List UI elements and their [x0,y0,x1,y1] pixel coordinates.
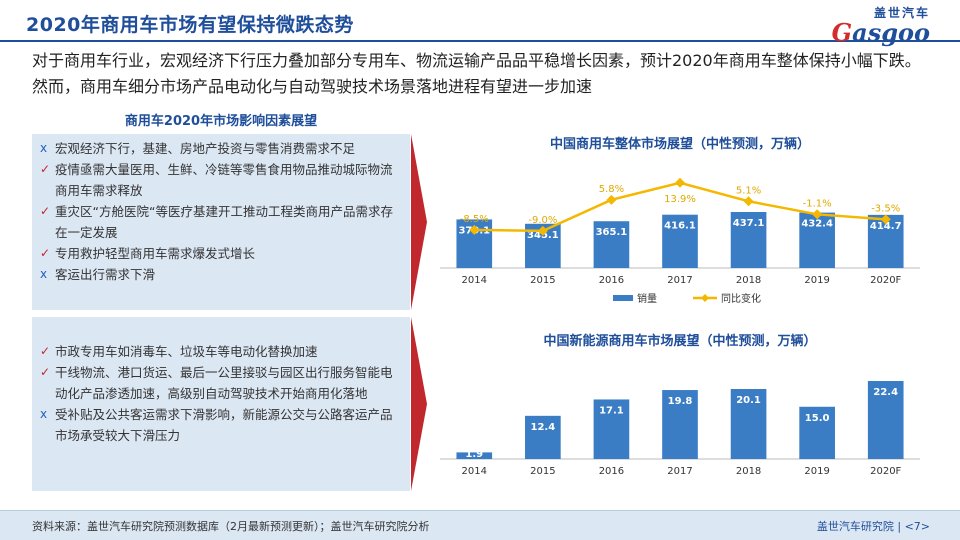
factors-title: 商用车2020年市场影响因素展望 [124,114,318,129]
yoy-point [537,225,548,236]
x-tick-label: 2017 [667,275,692,286]
bar-value-label: 414.7 [870,221,902,232]
yoy-value-label: 13.9% [664,194,696,205]
yoy-point [606,194,617,205]
bar-value-label: 22.4 [873,387,898,398]
cross-icon: x [40,267,48,281]
factor-item: ✓ 干线物流、港口货运、最后一公里接驳与园区出行服务智能电动化产品渗透加速，高级别… [40,362,402,404]
gasgoo-logo: 盖世汽车 Gasgoo [832,4,930,45]
bar-value-label: 15.0 [805,413,830,424]
bar [799,212,835,268]
bar-value-label: 17.1 [599,405,624,416]
footer-org: 盖世汽车研究院 | <7> [816,520,930,533]
yoy-value-label: 5.8% [599,184,624,195]
x-tick-label: 2018 [736,466,761,477]
factor-item: x 受补贴及公共客运需求下滑影响，新能源公交与公路客运产品市场承受较大下滑压力 [40,404,402,446]
bar-value-label: 19.8 [668,396,693,407]
bar [456,452,493,459]
bar [662,214,698,268]
legend-line-label: 同比变化 [721,292,761,305]
yoy-value-label: -8.5% [460,214,489,225]
logo-english-text: Gasgoo [831,18,930,47]
logo-chinese-text: 盖世汽车 [873,6,930,20]
bar [730,212,767,268]
x-tick-label: 2015 [530,275,555,286]
yoy-value-label: 5.1% [736,185,761,196]
chart-title: 中国商用车整体市场展望（中性预测，万辆） [550,136,810,152]
commercial-vehicle-chart-svg: 中国商用车整体市场展望（中性预测，万辆）379.12014345.1201536… [440,136,920,305]
x-tick-label: 2016 [599,466,624,477]
x-tick-label: 2020F [870,275,901,286]
cross-icon: x [40,407,48,421]
yoy-point [812,209,823,220]
factors-box-nev: ✓ 市政专用车如消毒车、垃圾车等电动化替换加速 ✓ 干线物流、港口货运、最后一公里接… [32,317,410,491]
factors-box-market: x 宏观经济下行，基建、房地产投资与零售消费需求不足 ✓ 疫情亟需大量医用、生鲜、冷… [32,134,410,310]
intro-paragraph: 对于商用车行业，宏观经济下行压力叠加部分专用车、物流运输产品品平稳增长因素，预计… [32,51,921,96]
bar-value-label: 365.1 [596,227,628,238]
check-icon: ✓ [40,204,51,218]
bar-value-label: 1.9 [465,449,483,460]
pointer-arrow-icon [411,317,427,491]
check-icon: ✓ [40,246,51,260]
bar [662,390,698,459]
x-tick-label: 2014 [462,466,487,477]
yoy-point [880,214,891,225]
pointer-arrow-icon [411,134,427,310]
check-icon: ✓ [40,344,51,358]
footer-bar: 资料来源：盖世汽车研究院预测数据库（2月最新预测更新）；盖世汽车研究院分析 盖世… [0,510,960,540]
cross-icon: x [40,141,48,155]
nev-chart-svg: 中国新能源商用车市场展望（中性预测，万辆） 1.9 2014 12.4 2015 17.1… [440,333,920,477]
bar [730,389,767,459]
x-tick-label: 2016 [599,275,624,286]
x-tick-label: 2014 [462,275,487,286]
yoy-value-label: -3.5% [871,203,900,214]
nev-commercial-vehicle-chart: 中国新能源商用车市场展望（中性预测，万辆） 1.9 2014 12.4 2015 17.1… [430,325,930,495]
bar-value-label: 12.4 [531,422,556,433]
legend-bar-label: 销量 [637,292,657,305]
yoy-value-label: -9.0% [528,215,557,226]
factor-item: ✓ 重灾区“方舱医院“等医疗基建开工推动工程类商用产品需求存在一定发展 [40,201,402,243]
x-tick-label: 2018 [736,275,761,286]
x-tick-label: 2020F [870,466,901,477]
bar [593,221,630,268]
page-title: 2020年商用车市场有望保持微跌态势 [26,14,354,36]
yoy-point [675,177,685,188]
bar-value-label: 437.1 [733,218,765,229]
bar [867,381,904,459]
factor-item: ✓ 市政专用车如消毒车、垃圾车等电动化替换加速 [40,341,402,362]
legend-line-marker [701,294,709,302]
bar [799,406,835,459]
factor-item: x 宏观经济下行，基建、房地产投资与零售消费需求不足 [40,138,402,159]
bar [593,399,630,459]
check-icon: ✓ [40,162,51,176]
bar-value-label: 416.1 [664,221,696,232]
factor-item: ✓ 专用救护轻型商用车需求爆发式增长 [40,243,402,264]
x-tick-label: 2019 [804,466,829,477]
bar-value-label: 20.1 [736,395,761,406]
legend-bar-swatch [613,295,633,301]
commercial-vehicle-chart: 中国商用车整体市场展望（中性预测，万辆）379.12014345.1201536… [430,128,930,320]
page-number: <7> [904,520,930,533]
chart-title: 中国新能源商用车市场展望（中性预测，万辆） [543,333,816,349]
yoy-point [469,224,480,235]
yoy-point [743,196,754,207]
title-divider [0,40,960,42]
source-note: 资料来源：盖世汽车研究院预测数据库（2月最新预测更新）；盖世汽车研究院分析 [32,520,430,533]
bar-value-label: 432.4 [801,219,833,230]
x-tick-label: 2015 [530,466,555,477]
yoy-value-label: -1.1% [803,198,832,209]
bar [525,415,561,459]
x-tick-label: 2017 [667,466,692,477]
factor-item: x 客运出行需求下滑 [40,264,402,285]
factor-item: ✓ 疫情亟需大量医用、生鲜、冷链等零售食用物品推动城际物流商用车需求释放 [40,159,402,201]
x-tick-label: 2019 [804,275,829,286]
check-icon: ✓ [40,365,51,379]
